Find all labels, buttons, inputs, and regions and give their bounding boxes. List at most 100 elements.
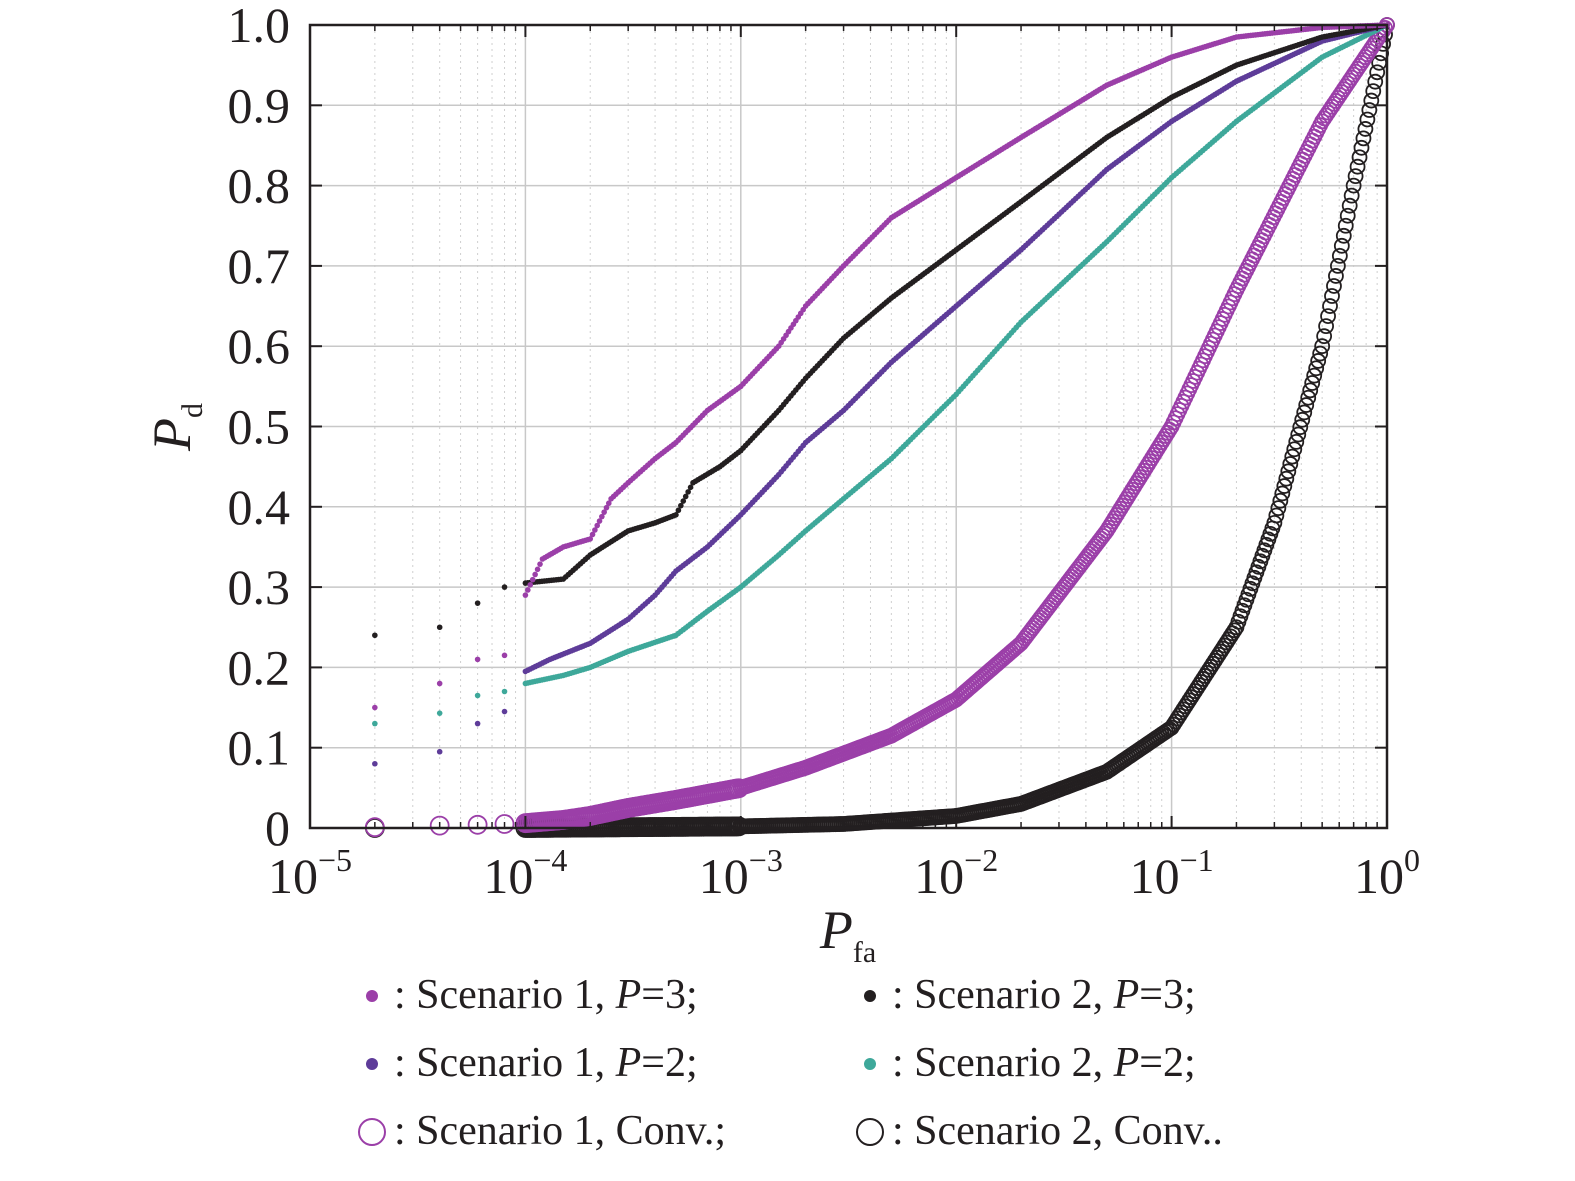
- data-point: [1266, 514, 1283, 531]
- data-point: [474, 600, 481, 606]
- legend-marker: [358, 1118, 386, 1146]
- legend: : Scenario 1, P=3; : Scenario 2, P=3; : Sc…: [358, 972, 1223, 1154]
- y-tick-label: 0.2: [228, 639, 291, 695]
- data-point: [1286, 441, 1303, 458]
- series-s1conv: [364, 17, 1395, 838]
- data-point: [1353, 139, 1370, 156]
- data-point: [1226, 622, 1243, 639]
- legend-label: : Scenario 1, P=2;: [394, 1040, 698, 1086]
- data-point: [1335, 227, 1352, 244]
- legend-item-s2p2: : Scenario 2, P=2;: [864, 1040, 1196, 1086]
- data-point: [1331, 247, 1348, 264]
- data-point: [1278, 470, 1295, 487]
- data-point: [494, 814, 515, 834]
- data-point: [599, 513, 605, 520]
- grid-lines: [310, 25, 1387, 828]
- data-point: [372, 632, 378, 639]
- data-point: [1009, 638, 1026, 655]
- x-tick-label: 10−1: [1130, 842, 1214, 904]
- legend-marker: [366, 990, 378, 1002]
- data-point: [527, 582, 534, 588]
- data-point: [589, 531, 596, 538]
- data-point: [501, 708, 508, 715]
- legend-marker: [864, 1058, 876, 1070]
- data-point: [1359, 111, 1376, 128]
- y-tick-label: 0.1: [228, 720, 291, 776]
- data-point: [467, 814, 488, 835]
- data-point: [436, 748, 443, 755]
- data-point: [1328, 268, 1344, 284]
- data-point: [678, 502, 684, 509]
- x-tick-label: 100: [1354, 842, 1420, 904]
- data-point: [1326, 278, 1342, 294]
- axis-ticks: [309, 24, 1388, 829]
- y-tick-label: 1.0: [228, 0, 291, 53]
- data-point: [1094, 528, 1111, 544]
- data-point: [1274, 485, 1291, 502]
- data-point: [682, 493, 689, 500]
- data-point: [537, 561, 543, 567]
- data-point: [1284, 448, 1301, 465]
- y-axis-label-group: Pd: [142, 403, 209, 452]
- data-point: [1268, 507, 1285, 524]
- data-point: [685, 489, 691, 495]
- data-point: [1339, 207, 1356, 224]
- legend-item-s2p3: : Scenario 2, P=3;: [864, 972, 1196, 1018]
- legend-marker: [366, 1058, 378, 1070]
- data-point: [1355, 130, 1372, 147]
- data-point: [1296, 404, 1313, 421]
- legend-label: : Scenario 2, Conv..: [892, 1108, 1223, 1154]
- data-point: [1349, 158, 1366, 175]
- data-point: [1294, 411, 1311, 428]
- data-point: [594, 522, 600, 529]
- data-point: [1361, 102, 1378, 118]
- data-point: [501, 584, 508, 590]
- legend-label: : Scenario 2, P=2;: [892, 1040, 1196, 1086]
- data-point: [1351, 149, 1368, 166]
- data-point: [436, 710, 443, 716]
- data-point: [1282, 456, 1299, 472]
- series-layer: [364, 17, 1395, 838]
- data-point: [605, 500, 612, 507]
- data-point: [1363, 92, 1380, 109]
- x-tick-label: 10−5: [268, 842, 352, 904]
- data-point: [1357, 121, 1374, 137]
- y-axis-label: Pd: [142, 403, 209, 452]
- data-point: [522, 592, 529, 598]
- legend-marker: [856, 1118, 884, 1146]
- data-point: [501, 688, 508, 695]
- data-point: [1308, 360, 1325, 377]
- data-point: [1345, 177, 1362, 194]
- y-tick-label: 0.3: [228, 559, 291, 615]
- data-point: [429, 815, 450, 836]
- data-point: [436, 624, 443, 631]
- legend-marker: [864, 990, 876, 1002]
- data-point: [1302, 382, 1319, 399]
- data-point: [1312, 345, 1329, 362]
- y-tick-label: 0.4: [228, 479, 291, 535]
- x-tick-label: 10−2: [914, 842, 998, 904]
- data-point: [1329, 257, 1346, 274]
- data-point: [1314, 338, 1331, 355]
- data-point: [675, 507, 682, 514]
- data-point: [1347, 168, 1364, 185]
- legend-item-s2conv: : Scenario 2, Conv..: [856, 1108, 1223, 1154]
- data-point: [1369, 64, 1386, 81]
- data-point: [1159, 722, 1176, 739]
- data-point: [501, 652, 508, 659]
- legend-label: : Scenario 1, P=3;: [394, 972, 698, 1018]
- data-point: [1367, 73, 1384, 90]
- data-point: [1333, 237, 1350, 254]
- y-tick-label: 0.5: [228, 399, 291, 455]
- data-point: [1322, 298, 1338, 314]
- data-point: [1292, 419, 1309, 436]
- data-point: [372, 704, 378, 711]
- data-point: [436, 680, 443, 687]
- data-point: [687, 484, 694, 491]
- y-tick-label: 0.7: [228, 238, 291, 294]
- series-s2conv: [364, 17, 1395, 838]
- data-point: [603, 504, 610, 511]
- data-point: [1290, 426, 1307, 443]
- data-point: [474, 656, 481, 663]
- data-point: [592, 527, 598, 533]
